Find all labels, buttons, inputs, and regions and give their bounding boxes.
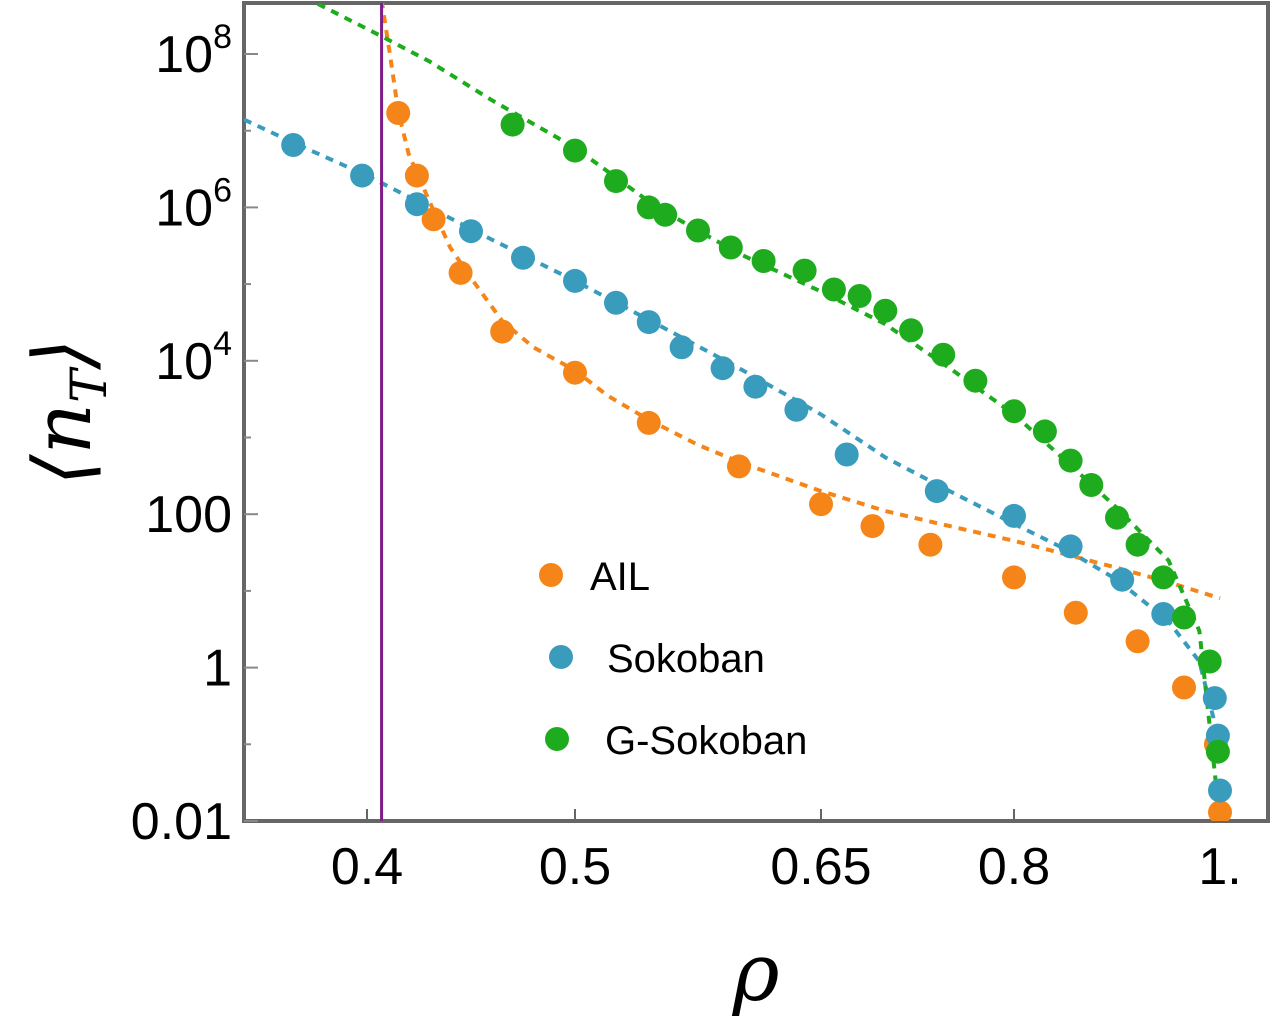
point-sokoban (1002, 503, 1026, 528)
fit-curve-ail (379, 3, 1221, 601)
point-g-sokoban (1197, 649, 1222, 674)
axis-ticks (244, 53, 1221, 822)
point-ail (1063, 600, 1088, 625)
y-tick-label: 104 (155, 325, 232, 391)
point-ail (1208, 800, 1232, 821)
point-ail (727, 454, 751, 479)
x-tick-label: 0.4 (331, 838, 403, 896)
fit-curves (244, 3, 1222, 821)
point-ail (448, 260, 473, 285)
x-axis-title: ρ (731, 926, 779, 1016)
point-sokoban (1151, 602, 1176, 626)
x-tick-label: 1. (1198, 838, 1241, 896)
point-sokoban (404, 192, 429, 217)
y-tick-label: 108 (155, 18, 232, 84)
x-tick-labels: 0.4 0.5 0.65 0.8 1. (331, 838, 1242, 896)
point-ail (1125, 629, 1150, 654)
point-g-sokoban (792, 258, 817, 283)
point-g-sokoban (1032, 419, 1057, 444)
point-g-sokoban (873, 298, 898, 323)
x-tick-label: 0.5 (539, 838, 611, 896)
point-sokoban (459, 219, 483, 244)
point-ail (490, 319, 515, 344)
point-ail (563, 360, 587, 385)
y-axis-title-sub: T (60, 366, 118, 403)
x-tick-label: 0.65 (770, 838, 871, 896)
y-tick-labels: 0.01 1 100 104 106 108 (131, 18, 232, 851)
x-tick-label: 0.8 (978, 838, 1050, 896)
y-tick-label: 106 (155, 171, 232, 237)
point-sokoban (281, 133, 306, 157)
point-ail (636, 410, 661, 435)
point-g-sokoban (563, 138, 587, 163)
point-ail (404, 163, 429, 188)
svg-text:⟨nT⟩: ⟨nT⟩ (16, 338, 118, 485)
point-sokoban (710, 356, 735, 381)
point-g-sokoban (821, 277, 846, 302)
point-sokoban (924, 479, 949, 504)
point-g-sokoban (963, 368, 988, 393)
point-sokoban (1208, 778, 1232, 803)
point-g-sokoban (1079, 473, 1104, 497)
point-sokoban (784, 397, 809, 422)
point-g-sokoban (686, 218, 710, 243)
point-sokoban (511, 245, 535, 270)
point-sokoban (636, 310, 661, 335)
legend-marker-ail (539, 563, 563, 587)
plot-frame (242, 1, 1270, 823)
point-sokoban (604, 290, 628, 315)
legend-label-sokoban: Sokoban (607, 637, 765, 681)
point-g-sokoban (1125, 532, 1150, 557)
point-sokoban (350, 163, 375, 188)
point-g-sokoban (718, 235, 743, 260)
point-g-sokoban (1172, 605, 1196, 630)
point-ail (809, 492, 833, 517)
point-g-sokoban (653, 202, 678, 227)
y-tick-label: 1 (203, 640, 232, 698)
point-sokoban (834, 442, 859, 467)
point-sokoban (563, 268, 587, 293)
point-g-sokoban (1205, 739, 1230, 764)
point-g-sokoban (847, 284, 872, 308)
point-ail (860, 514, 885, 539)
legend-label-ail: AIL (590, 555, 650, 599)
y-tick-label: 0.01 (131, 793, 232, 851)
point-g-sokoban (1058, 448, 1083, 473)
y-axis-title-n: n (16, 403, 109, 455)
data-points (281, 101, 1232, 821)
legend: AIL Sokoban G-Sokoban (539, 555, 807, 763)
point-g-sokoban (1105, 505, 1129, 530)
point-sokoban (1202, 686, 1227, 711)
legend-label-g-sokoban: G-Sokoban (605, 719, 807, 763)
point-g-sokoban (931, 342, 956, 367)
y-axis-title-bracket-right: ⟩ (16, 338, 109, 370)
point-sokoban (1110, 567, 1135, 592)
point-ail (1002, 565, 1026, 590)
point-g-sokoban (1151, 565, 1176, 590)
point-ail (386, 101, 411, 125)
y-axis-title: ⟨nT⟩ (16, 338, 118, 485)
point-sokoban (743, 374, 768, 399)
fit-curve-g-sokoban (316, 3, 1222, 821)
point-ail (421, 207, 446, 232)
point-ail (918, 532, 943, 557)
point-sokoban (1058, 534, 1083, 559)
point-g-sokoban (899, 318, 924, 343)
legend-marker-g-sokoban (545, 727, 569, 751)
y-tick-label: 100 (145, 486, 232, 544)
y-axis-title-bracket-left: ⟨ (16, 454, 109, 486)
point-g-sokoban (1002, 399, 1026, 424)
point-g-sokoban (604, 169, 628, 194)
point-g-sokoban (500, 112, 525, 137)
point-g-sokoban (751, 249, 776, 273)
point-ail (1172, 675, 1196, 700)
legend-marker-sokoban (549, 645, 573, 669)
point-sokoban (669, 335, 694, 360)
